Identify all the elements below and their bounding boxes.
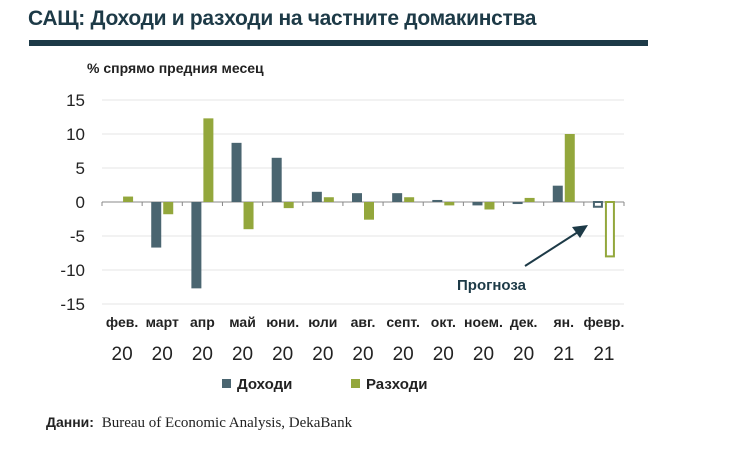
x-tick-label: фев. [106, 314, 138, 330]
legend-swatch [351, 379, 360, 388]
bar [163, 202, 174, 215]
legend-label: Разходи [366, 376, 427, 393]
bar [203, 118, 214, 202]
y-tick-label: -15 [60, 295, 85, 314]
legend-swatch [222, 379, 231, 388]
bar [404, 197, 415, 202]
bar [243, 202, 254, 230]
bar [364, 202, 374, 220]
legend-label: Доходи [237, 376, 292, 393]
x-year-label: 20 [112, 344, 133, 365]
arrow-head-icon [572, 225, 588, 238]
x-year-label: 20 [352, 344, 373, 365]
x-tick-label: юни. [266, 314, 299, 330]
bar [151, 202, 162, 248]
y-tick-label: 5 [76, 159, 85, 178]
x-tick-label: юли [308, 314, 337, 330]
forecast-bar [604, 201, 615, 258]
y-tick-label: 0 [76, 193, 85, 212]
bar [392, 193, 403, 202]
x-year-label: 20 [393, 344, 414, 365]
x-year-label: 20 [152, 344, 173, 365]
y-axis-label: % спрямо предния месец [87, 60, 264, 76]
forecast-annotation: Прогноза [457, 277, 527, 294]
bar [271, 157, 282, 202]
bar [123, 196, 134, 202]
bar [472, 202, 483, 206]
bar [231, 142, 242, 202]
x-year-label: 21 [593, 344, 614, 365]
y-tick-label: -10 [60, 261, 85, 280]
x-year-label: 20 [312, 344, 333, 365]
bar [444, 202, 455, 206]
source-label: Данни: [46, 414, 94, 430]
x-year-label: 20 [513, 344, 534, 365]
bar [524, 197, 535, 202]
x-tick-label: дек. [510, 314, 538, 330]
annotation-arrow [524, 231, 579, 267]
y-tick-label: 15 [66, 91, 85, 110]
x-year-label: 20 [433, 344, 454, 365]
x-tick-label: авг. [351, 314, 376, 330]
x-year-label: 20 [232, 344, 253, 365]
bar [311, 191, 322, 202]
x-tick-label: септ. [386, 314, 420, 330]
source-text: Bureau of Economic Analysis, DekaBank [101, 415, 353, 431]
x-year-label: 21 [553, 344, 574, 365]
bar [191, 202, 202, 289]
x-tick-label: март [146, 314, 179, 330]
bar [323, 197, 334, 202]
bar [512, 202, 523, 205]
x-tick-label: ноем. [464, 314, 503, 330]
source-note: Данни: Bureau of Economic Analysis, Deka… [46, 414, 352, 432]
x-year-label: 20 [192, 344, 213, 365]
bar [484, 202, 495, 210]
title-rule [29, 40, 648, 46]
x-tick-label: май [229, 314, 256, 330]
x-year-label: 20 [272, 344, 293, 365]
x-tick-label: ян. [554, 314, 575, 330]
y-tick-label: 10 [66, 125, 85, 144]
x-tick-label: февр. [583, 314, 624, 330]
bar [564, 134, 575, 202]
x-tick-label: апр [190, 314, 215, 330]
bar [352, 193, 362, 202]
chart-title: САЩ: Доходи и разходи на частните домаки… [28, 7, 537, 30]
bar [552, 185, 563, 202]
x-tick-label: окт. [431, 314, 456, 330]
y-tick-label: -5 [70, 227, 85, 246]
bar [283, 202, 294, 209]
bar [432, 199, 443, 202]
forecast-bar [592, 201, 603, 208]
x-year-label: 20 [473, 344, 494, 365]
